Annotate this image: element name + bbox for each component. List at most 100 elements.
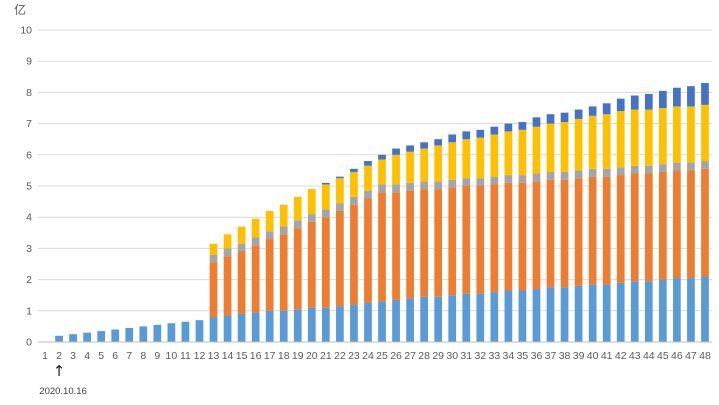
grid-lines <box>38 29 712 312</box>
bar-segment-series-3-cat-43 <box>630 165 639 174</box>
bar-segment-series-4-cat-36 <box>532 126 541 174</box>
bar-segment-series-3-cat-18 <box>279 226 288 235</box>
x-tick-label: 48 <box>699 350 711 362</box>
bar-segment-series-2-cat-42 <box>616 175 625 283</box>
bar-segment-series-3-cat-21 <box>321 209 330 218</box>
bar-segment-series-4-cat-40 <box>588 115 597 169</box>
bar-segment-series-2-cat-43 <box>630 173 639 282</box>
y-tick-label: 9 <box>26 56 32 68</box>
bar-segment-series-1-cat-5 <box>97 331 106 342</box>
x-tick-label: 5 <box>98 350 104 362</box>
bar-segment-series-1-cat-6 <box>111 329 120 342</box>
bar-segment-series-1-cat-23 <box>350 304 358 342</box>
bar-segment-series-5-cat-47 <box>687 86 695 107</box>
bar-segment-series-2-cat-38 <box>560 179 569 288</box>
bar-segment-series-3-cat-47 <box>687 162 695 171</box>
bar-segment-series-1-cat-31 <box>462 293 471 342</box>
bar-segment-series-4-cat-20 <box>307 189 316 215</box>
bar-segment-series-1-cat-2 <box>55 335 63 342</box>
bar-segment-series-2-cat-16 <box>251 245 260 313</box>
bar-segment-series-5-cat-46 <box>673 87 681 107</box>
bar-segment-series-4-cat-24 <box>364 165 372 191</box>
date-annotation: ↑ 2020.10.16 <box>39 362 87 397</box>
bar-segment-series-2-cat-17 <box>265 239 274 311</box>
bar-segment-series-5-cat-35 <box>518 122 527 130</box>
x-tick-label: 45 <box>657 350 669 362</box>
bar-segment-series-5-cat-42 <box>616 98 625 112</box>
x-tick-label: 6 <box>112 350 118 362</box>
bar-segment-series-3-cat-36 <box>532 173 541 182</box>
y-tick-label: 6 <box>26 149 32 161</box>
bar-segment-series-4-cat-46 <box>673 106 681 163</box>
x-tick-label: 32 <box>474 350 486 362</box>
bar-segment-series-2-cat-34 <box>504 182 513 291</box>
bar-segment-series-3-cat-39 <box>574 170 583 179</box>
bar-segment-series-1-cat-36 <box>532 288 541 342</box>
bar-segment-series-2-cat-41 <box>602 176 611 285</box>
bar-segment-series-2-cat-35 <box>518 182 527 291</box>
bar-segment-series-5-cat-38 <box>560 112 569 123</box>
x-tick-label: 28 <box>418 350 430 362</box>
x-tick-label: 34 <box>503 350 515 362</box>
bar-segment-series-4-cat-23 <box>350 171 358 197</box>
y-tick-label: 3 <box>26 243 32 255</box>
bar-segment-series-1-cat-30 <box>448 295 457 342</box>
bar-segment-series-4-cat-38 <box>560 122 569 172</box>
bar-segment-series-2-cat-39 <box>574 178 583 286</box>
bar-segment-series-1-cat-33 <box>490 292 499 342</box>
bar-segment-series-1-cat-15 <box>237 313 246 342</box>
y-tick-label: 5 <box>26 181 32 193</box>
bar-segment-series-2-cat-30 <box>448 187 457 296</box>
bar-segment-series-2-cat-27 <box>406 190 414 299</box>
bar-segment-series-3-cat-16 <box>251 237 260 246</box>
bar-segment-series-4-cat-22 <box>336 178 344 204</box>
bar-segment-series-1-cat-3 <box>69 334 77 342</box>
bar-segment-series-3-cat-45 <box>658 164 667 172</box>
bar-segment-series-1-cat-48 <box>701 276 709 342</box>
bar-segment-series-3-cat-40 <box>588 168 597 177</box>
y-axis-unit-label: 亿 <box>14 2 26 17</box>
bar-segment-series-4-cat-32 <box>476 137 485 179</box>
bar-segment-series-5-cat-32 <box>476 129 485 138</box>
x-tick-label: 25 <box>376 350 388 362</box>
y-tick-label: 1 <box>26 305 32 317</box>
bar-segment-series-2-cat-36 <box>532 181 541 289</box>
bar-segment-series-4-cat-42 <box>616 111 625 168</box>
bar-segment-series-5-cat-44 <box>644 93 653 110</box>
bar-segment-series-5-cat-36 <box>532 117 541 127</box>
bar-segment-series-4-cat-39 <box>574 118 583 171</box>
bar-segment-series-5-cat-33 <box>490 126 499 135</box>
bar-segment-series-5-cat-41 <box>602 103 611 115</box>
bar-segment-series-3-cat-37 <box>546 171 555 180</box>
bar-segment-series-3-cat-33 <box>490 176 499 185</box>
bar-segment-series-2-cat-47 <box>687 170 695 279</box>
x-tick-label: 21 <box>320 350 332 362</box>
bar-segment-series-3-cat-41 <box>602 168 611 177</box>
x-tick-label: 40 <box>587 350 599 362</box>
bar-segment-series-4-cat-35 <box>518 129 527 176</box>
x-tick-label: 22 <box>334 350 346 362</box>
bar-segment-series-3-cat-46 <box>673 162 681 171</box>
bar-segment-series-3-cat-22 <box>336 203 344 211</box>
y-tick-label: 10 <box>20 25 32 37</box>
bar-segment-series-1-cat-28 <box>420 296 428 342</box>
bar-segment-series-4-cat-19 <box>293 196 302 221</box>
x-tick-label: 8 <box>140 350 146 362</box>
bar-segment-series-4-cat-15 <box>237 226 246 244</box>
bar-segment-series-3-cat-35 <box>518 175 527 183</box>
bar-segment-series-1-cat-34 <box>504 290 513 342</box>
bar-segment-series-2-cat-25 <box>378 192 386 302</box>
x-tick-label: 1 <box>42 350 48 362</box>
bar-segment-series-1-cat-18 <box>279 310 288 342</box>
bar-segment-series-4-cat-14 <box>223 234 232 249</box>
bar-segment-series-2-cat-40 <box>588 176 597 285</box>
bar-segment-series-3-cat-26 <box>392 184 400 193</box>
bar-segment-series-5-cat-28 <box>420 142 428 149</box>
bar-segment-series-5-cat-43 <box>630 95 639 110</box>
bar-segment-series-4-cat-16 <box>251 218 260 238</box>
bar-segment-series-5-cat-30 <box>448 134 457 143</box>
x-tick-label: 33 <box>489 350 501 362</box>
x-tick-label: 27 <box>404 350 416 362</box>
bar-segment-series-5-cat-24 <box>364 161 372 166</box>
bar-segment-series-2-cat-48 <box>701 168 709 277</box>
